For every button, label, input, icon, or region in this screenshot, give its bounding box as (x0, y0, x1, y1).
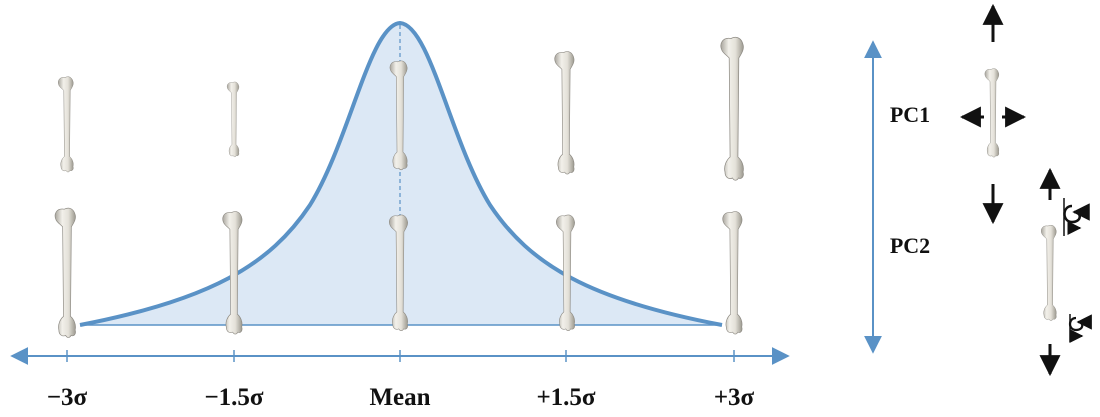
bone-icon (57, 76, 74, 173)
rotation-arrow-icon (1063, 198, 1090, 236)
pc1-label: PC1 (890, 102, 930, 127)
bone-icon (984, 68, 1000, 158)
pc2-label: PC2 (890, 233, 930, 258)
tick-label-mean: Mean (369, 384, 430, 411)
distribution-area (80, 23, 722, 325)
pc2-legend (1039, 167, 1092, 377)
rotation-arrow-icon (1068, 314, 1092, 343)
bone-icon (54, 207, 76, 338)
tick-label-plus-3sigma: +3σ (714, 384, 755, 411)
bone-icon (554, 51, 575, 175)
tick-label-plus-1-5sigma: +1.5σ (536, 384, 595, 411)
tick-label-minus-3sigma: −3σ (47, 384, 88, 411)
tick-label-minus-1-5sigma: −1.5σ (204, 384, 263, 411)
bone-icon (722, 211, 743, 335)
bone-icon (720, 36, 744, 181)
pc1-legend (959, 3, 1027, 225)
bone-icon (226, 81, 240, 158)
bone-icon (1040, 224, 1057, 321)
distribution-curve (79, 20, 723, 327)
